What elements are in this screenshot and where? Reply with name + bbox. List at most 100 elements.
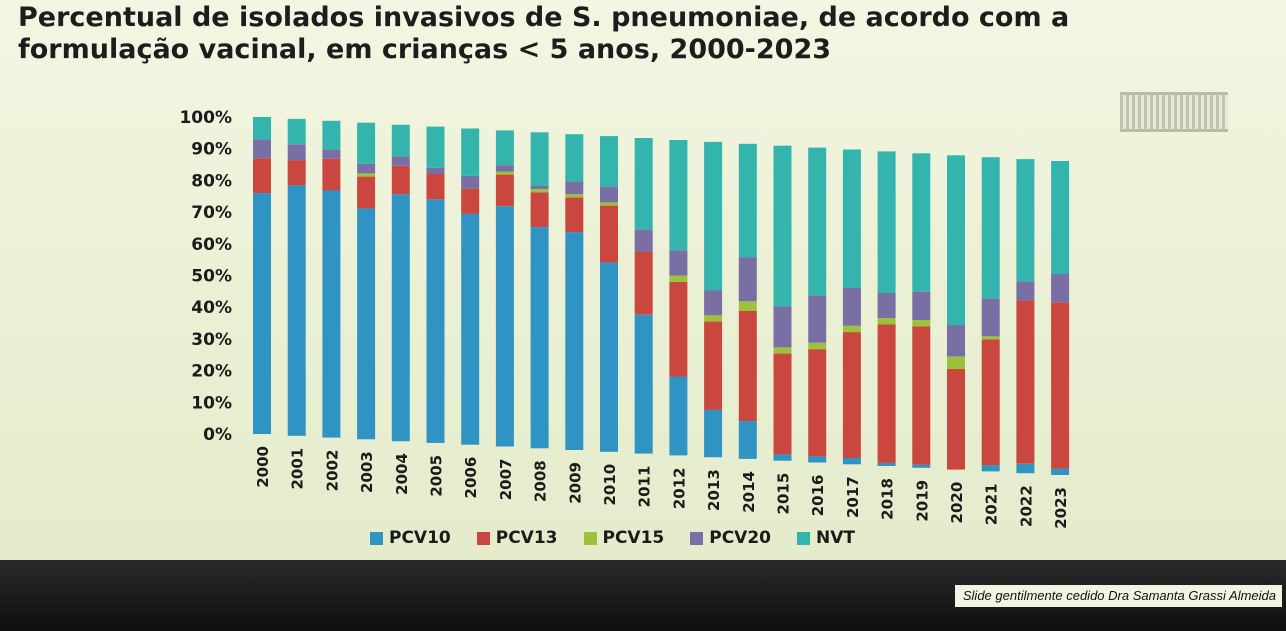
bar-segment-pcv20-2004 [391, 156, 410, 166]
y-axis: 0% 10% 20% 30% 40% 50% 60% 70% 80% 90% 100% [179, 108, 232, 445]
bar-segment-pcv20-2007 [495, 165, 514, 172]
bar-segment-pcv13-2016 [808, 349, 827, 457]
bar-segment-nvt-2023 [1051, 161, 1070, 274]
y-tick-label: 80% [191, 171, 232, 191]
bar-segment-pcv20-2008 [530, 186, 549, 190]
bar-segment-pcv10-2018 [877, 462, 896, 466]
bar-segment-nvt-2018 [877, 151, 896, 293]
bar-segment-pcv10-2002 [322, 190, 341, 438]
bar-segment-nvt-2010 [600, 136, 618, 187]
y-tick-label: 70% [191, 203, 232, 223]
x-tick-label-2020: 2020 [948, 482, 966, 524]
bar-segment-pcv20-2010 [600, 186, 618, 203]
bar-segment-pcv10-2019 [912, 464, 931, 468]
chart-legend: PCV10 PCV13 PCV15 PCV20 NVT [370, 528, 855, 548]
bar-segment-pcv15-2012 [669, 275, 688, 282]
bars-area [253, 117, 1070, 475]
bar-segment-pcv20-2002 [322, 149, 341, 159]
bar-segment-pcv13-2020 [947, 369, 965, 470]
bar-segment-pcv15-2009 [565, 194, 584, 198]
bar-segment-pcv15-2018 [877, 318, 896, 325]
bar-segment-pcv20-2005 [426, 167, 445, 174]
legend-swatch [690, 531, 704, 545]
bar-segment-pcv10-2007 [495, 206, 514, 447]
bar-segment-pcv10-2009 [565, 232, 584, 450]
bar-segment-pcv10-2001 [287, 185, 306, 436]
bar-segment-nvt-2009 [565, 134, 584, 182]
bar-segment-pcv20-2014 [738, 257, 757, 302]
bar-segment-pcv10-2016 [808, 456, 827, 463]
x-tick-label-2007: 2007 [497, 459, 515, 501]
bar-segment-pcv20-2019 [912, 291, 931, 320]
bar-segment-pcv15-2020 [947, 356, 965, 370]
bar-segment-pcv13-2022 [1016, 300, 1035, 464]
bar-segment-pcv13-2008 [530, 192, 549, 228]
bar-segment-pcv10-2014 [738, 421, 757, 459]
bar-segment-pcv20-2012 [669, 250, 688, 276]
x-tick-label-2006: 2006 [462, 457, 480, 499]
bar-segment-pcv20-2006 [461, 175, 480, 189]
legend-item-nvt: NVT [797, 528, 855, 548]
y-tick-label: 0% [203, 425, 232, 445]
bar-segment-pcv20-2000 [253, 139, 271, 159]
bar-segment-pcv20-2009 [565, 181, 584, 195]
bar-segment-nvt-2015 [773, 145, 792, 307]
bar-segment-nvt-2014 [738, 143, 757, 258]
bar-segment-pcv15-2013 [704, 315, 723, 322]
x-tick-label-2000: 2000 [254, 446, 272, 488]
bar-segment-pcv20-2022 [1016, 281, 1035, 301]
bar-segment-pcv13-2021 [981, 339, 1000, 466]
bar-segment-pcv10-2000 [253, 193, 271, 434]
bar-segment-pcv15-2003 [357, 173, 376, 177]
bar-segment-pcv13-2009 [565, 197, 584, 233]
y-tick-label: 40% [191, 298, 232, 318]
bar-segment-pcv20-2017 [842, 288, 861, 326]
bar-segment-pcv13-2014 [738, 310, 757, 422]
bar-segment-pcv10-2004 [391, 194, 410, 442]
legend-item-pcv10: PCV10 [370, 528, 451, 548]
bar-segment-nvt-2001 [287, 118, 306, 145]
bar-segment-nvt-2017 [842, 149, 861, 288]
bar-segment-pcv10-2015 [773, 454, 792, 461]
bar-segment-pcv20-2016 [808, 295, 827, 343]
bar-segment-pcv13-2007 [495, 174, 514, 207]
bar-segment-pcv15-2021 [981, 336, 1000, 340]
bar-segment-pcv20-2023 [1051, 274, 1070, 303]
x-tick-label-2015: 2015 [775, 473, 793, 515]
bar-segment-nvt-2000 [253, 117, 271, 140]
x-tick-label-2011: 2011 [636, 466, 654, 508]
legend-label: PCV15 [602, 528, 665, 548]
legend-swatch [370, 531, 383, 545]
x-tick-label-2013: 2013 [705, 469, 723, 511]
slide-title: Percentual de isolados invasivos de S. p… [18, 2, 1098, 66]
bar-segment-pcv15-2008 [530, 189, 549, 193]
bar-segment-pcv13-2012 [669, 281, 688, 377]
bar-segment-pcv13-2019 [912, 326, 931, 465]
bar-segment-pcv13-2023 [1051, 302, 1070, 469]
bar-segment-pcv13-2013 [704, 321, 723, 410]
x-tick-label-2004: 2004 [393, 453, 411, 495]
bar-segment-nvt-2002 [322, 120, 341, 150]
legend-item-pcv15: PCV15 [583, 528, 665, 548]
x-axis: 2000 2001 2002 2003 2004 2005 2006 2007 2008 2009… [254, 446, 1070, 529]
bar-segment-pcv13-2000 [253, 158, 271, 194]
y-tick-label: 60% [191, 235, 232, 255]
bar-segment-pcv13-2018 [877, 324, 896, 463]
x-tick-label-2002: 2002 [323, 450, 341, 492]
slide-credit: Slide gentilmente cedido Dra Samanta Gra… [954, 585, 1282, 607]
bar-segment-pcv10-2017 [842, 458, 861, 465]
bar-segment-pcv10-2010 [600, 262, 618, 452]
legend-swatch [797, 531, 810, 545]
title-line-2: formulação vacinal, em crianças < 5 anos… [18, 34, 832, 65]
bar-segment-pcv15-2017 [842, 325, 861, 333]
bar-segment-pcv10-2013 [704, 409, 723, 458]
bar-segment-pcv10-2005 [426, 199, 445, 443]
bar-segment-pcv13-2017 [842, 332, 861, 458]
bar-segment-pcv10-2021 [981, 465, 1000, 472]
legend-swatch [476, 531, 490, 545]
bar-segment-pcv20-2001 [287, 144, 306, 161]
x-tick-label-2010: 2010 [601, 464, 619, 506]
bar-segment-pcv15-2010 [600, 202, 618, 206]
bar-segment-pcv10-2012 [669, 376, 688, 456]
